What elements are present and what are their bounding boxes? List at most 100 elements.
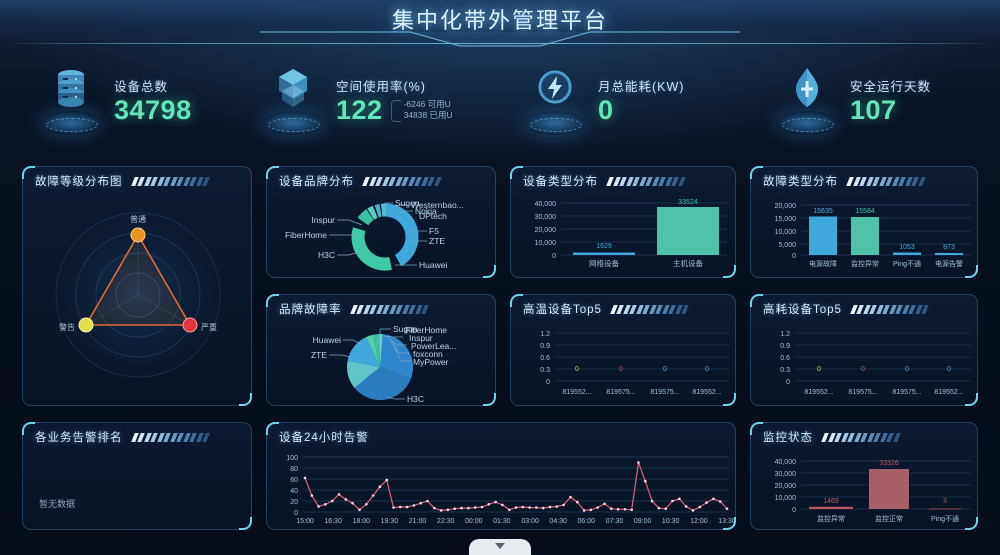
panel-brand-fault-rate[interactable]: 品牌故障率 [266,294,496,406]
ytick-ht-4: 0 [546,379,550,386]
hp-xtick-2: 819575... [892,389,921,396]
dashboard-header: 集中化带外管理平台 [0,0,1000,58]
alarm-24h-point [718,500,722,503]
panel-body: 40,000 30,000 20,000 10,000 0 1629 33524… [511,195,735,273]
ytick-fault-type-1: 15,000 [775,216,797,223]
bfr-label-mypower: MyPower [413,357,449,367]
panel-header: 各业务告警排名 [23,423,251,445]
panel-device-type[interactable]: 设备类型分布 40,000 30,000 20,000 [510,166,736,278]
kpi-sub: -6246 可用U 34838 已用U [404,99,453,123]
panel-monitor-status[interactable]: 监控状态 40,000 30,000 20,000 [750,422,978,530]
ytick-fault-type-0: 20,000 [775,203,797,210]
brand-label-sugon: Sugon [395,198,420,208]
radar-chart: 普通 警告 严重 [55,212,221,378]
alarm-24h-point [480,505,484,509]
bar-label-ping-fail: 1053 [899,244,915,251]
alarm-24h-point [330,499,334,503]
a24-xtick-14: 12:00 [690,518,708,525]
panel-title: 品牌故障率 [279,304,342,316]
alarm-24h-point [705,501,708,504]
a24-xtick-13: 10:30 [662,518,680,525]
kpi-row: 设备总数 34798 [0,60,1000,145]
alarm-24h-point [385,478,388,482]
bfr-label-zte: ZTE [311,350,327,360]
panel-title: 故障类型分布 [763,176,838,188]
hp-value-2: 0 [905,366,909,373]
expand-panel-handle[interactable] [469,539,531,555]
kpi-value: 107 [850,95,897,125]
kpi-icon-wrap [518,61,592,139]
alarm-24h-point [528,506,531,509]
ytick-device-type-3: 10,000 [535,240,557,247]
alarm-24h-point [392,506,395,509]
kpi-pedestal [524,111,586,135]
alarm-24h-point [562,503,565,507]
kpi-text: 月总能耗(KW) 0 [592,76,684,124]
kpi-label: 安全运行天数 [850,80,932,94]
alarm-24h-point [589,508,593,512]
alarm-24h-point [671,499,674,503]
header-band [0,0,1000,44]
ms-xtick-ping: Ping不通 [931,514,959,523]
brand-label-dptech: DPtech [419,211,447,221]
panel-service-alarm-rank[interactable]: 各业务告警排名 暂无数据 [22,422,252,530]
kpi-value-row: 0 [598,97,684,124]
ytick-fault-type-2: 10,000 [775,229,797,236]
bar-power-alarm [935,253,963,255]
alarm-24h-point [650,499,654,503]
panel-title: 监控状态 [763,432,813,444]
panel-high-power-top5[interactable]: 高耗设备Top5 1.2 0.9 0.6 [750,294,978,406]
panel-device-brand[interactable]: 设备品牌分布 [266,166,496,278]
alarm-24h-point [630,508,633,512]
alarm-24h-point [582,509,586,512]
alarm-24h-point [453,507,456,510]
brace-icon [390,100,401,122]
kpi-value: 122 [336,95,383,125]
hp-value-1: 0 [861,366,865,373]
kpi-space-usage[interactable]: 空间使用率(%) 122 -6246 可用U 34838 已用U [256,60,453,140]
bar-label-monitor-abnormal: 15584 [855,208,875,215]
chevron-down-icon [495,543,505,549]
panel-title: 设备24小时告警 [279,432,369,444]
ht-value-3: 0 [705,366,709,373]
panel-header: 高温设备Top5 [511,295,735,317]
bfr-label-huawei: Huawei [313,335,341,345]
alarm-24h-line [304,462,728,512]
bar-label-power-fault: 15635 [813,208,833,215]
alarm-24h-point [324,503,327,506]
panel-fault-type[interactable]: 故障类型分布 20,000 15,000 10,000 [750,166,978,278]
panel-fault-level[interactable]: 故障等级分布图 [22,166,252,406]
alarm-24h-point [412,504,416,507]
ytick-device-type-0: 40,000 [535,201,557,208]
alarm-24h-point [569,495,572,499]
alarm-24h-point [644,479,647,483]
alarm-24h-point [310,494,314,497]
alarm-24h-point [555,505,559,508]
panel-high-temp-top5[interactable]: 高温设备Top5 1.2 0.9 0.6 [510,294,736,406]
alarm-24h-point [623,508,627,511]
xtick-host-device: 主机设备 [673,258,703,268]
kpi-value: 0 [598,95,614,125]
kpi-monthly-energy[interactable]: 月总能耗(KW) 0 [518,60,684,140]
empty-state-text: 暂无数据 [39,499,76,509]
brand-label-westernbao: Westernbao... [411,200,464,210]
kpi-device-total[interactable]: 设备总数 34798 [34,60,192,140]
ms-ytick-1: 30,000 [775,471,797,478]
a24-xtick-8: 03:00 [521,518,539,525]
alarm-24h-point [473,506,477,509]
radar-label-normal: 普通 [130,214,146,224]
kpi-safe-days[interactable]: 安全运行天数 107 [770,60,931,140]
ms-label-abnormal: 1469 [823,498,839,505]
kpi-value-row: 107 [850,97,931,124]
hp-xtick-3: 819552... [934,389,963,396]
pie-chart-brand-fault-rate: Huawei ZTE Sugon FiberHome Inspur PowerL… [311,324,456,404]
ht-value-1: 0 [619,366,623,373]
alarm-24h-point [610,507,613,510]
brand-label-h3c: H3C [318,250,335,260]
kpi-text: 空间使用率(%) 122 -6246 可用U 34838 已用U [330,76,453,124]
xtick-power-fault: 电源故障 [809,259,837,268]
alarm-24h-point [657,506,661,510]
a24-xtick-6: 00:00 [465,518,483,525]
panel-body: 1.2 0.9 0.6 0.3 0 0 0 0 0 819552... 8195… [511,323,735,401]
panel-alarm-24h[interactable]: 设备24小时告警 100 80 60 40 20 [266,422,736,530]
